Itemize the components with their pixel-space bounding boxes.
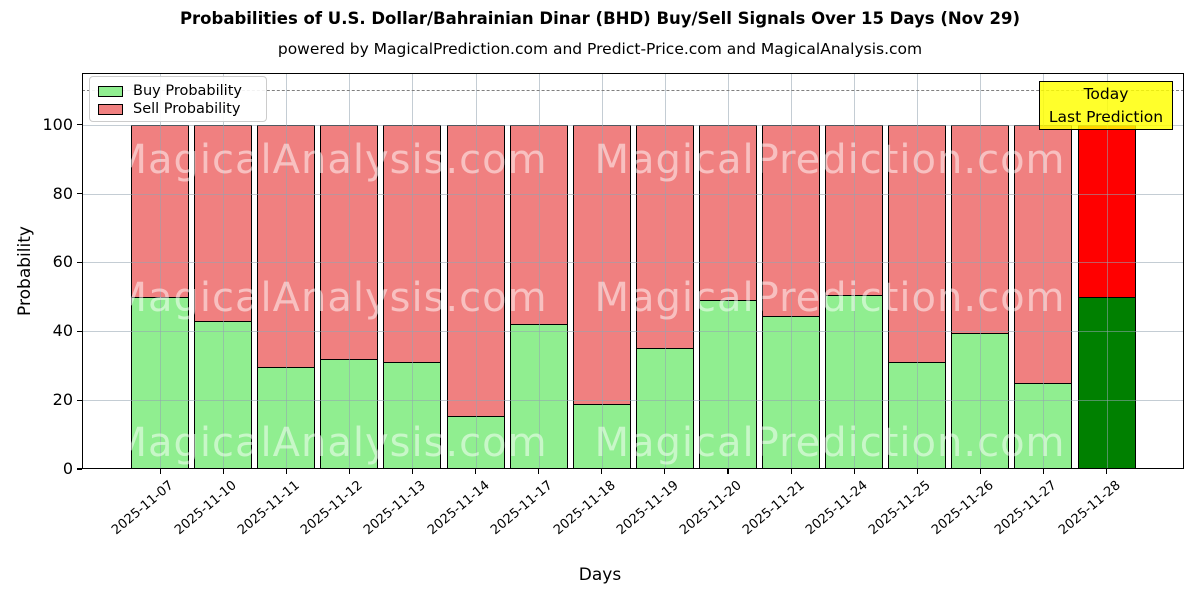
x-tick-mark (475, 469, 477, 474)
x-tick-label: 2025-11-25 (866, 478, 934, 539)
bar-segment-sell-2025-11-12 (320, 124, 379, 360)
bar-segment-sell-2025-11-24 (825, 124, 884, 297)
bar-segment-buy-2025-11-19 (635, 348, 694, 469)
x-tick-label: 2025-11-14 (424, 478, 493, 539)
bar-segment-buy-2025-11-24 (825, 295, 884, 469)
x-tick-mark (348, 469, 350, 474)
legend-sell-label: Sell Probability (133, 101, 241, 117)
bar-segment-buy-2025-11-14 (446, 415, 505, 469)
bar-segment-sell-2025-11-19 (635, 124, 694, 350)
x-tick-label: 2025-11-11 (235, 478, 303, 539)
legend-item-sell: Sell Probability (98, 101, 258, 118)
x-tick-mark (601, 469, 603, 474)
bar-segment-buy-2025-11-28 (1077, 296, 1136, 469)
bar-segment-sell-2025-11-10 (194, 124, 253, 322)
x-tick-label: 2025-11-17 (487, 478, 556, 539)
x-tick-label: 2025-11-12 (298, 478, 366, 539)
today-annotation-box: Today Last Prediction (1039, 81, 1173, 130)
x-tick-mark (790, 469, 792, 474)
x-tick-mark (411, 469, 414, 474)
bar-segment-sell-2025-11-20 (698, 124, 757, 302)
legend-buy-label: Buy Probability (133, 83, 242, 99)
y-tick-label: 100 (42, 114, 73, 134)
bar-segment-sell-2025-11-28 (1077, 124, 1136, 298)
bar-segment-sell-2025-11-21 (762, 124, 820, 317)
y-tick-label: 0 (62, 459, 73, 478)
bar-segment-buy-2025-11-17 (509, 324, 568, 469)
bar-segment-buy-2025-11-12 (320, 358, 379, 469)
bar-segment-buy-2025-11-25 (888, 362, 947, 469)
bar-segment-buy-2025-11-07 (131, 296, 189, 469)
bar-segment-sell-2025-11-18 (572, 124, 631, 405)
bar-segment-buy-2025-11-26 (951, 332, 1010, 469)
bar-segment-buy-2025-11-18 (572, 403, 631, 469)
bar-segment-sell-2025-11-13 (383, 124, 442, 364)
bar-segment-sell-2025-11-26 (951, 124, 1010, 334)
x-axis-title: Days (578, 565, 622, 585)
x-tick-mark (853, 469, 855, 474)
x-tick-label: 2025-11-18 (550, 478, 619, 539)
x-tick-label: 2025-11-19 (613, 478, 682, 539)
legend: Buy Probability Sell Probability (89, 76, 267, 122)
bar-segment-sell-2025-11-17 (509, 124, 568, 326)
bar-segment-sell-2025-11-14 (446, 124, 505, 417)
x-tick-label: 2025-11-28 (1055, 478, 1124, 539)
x-tick-mark (916, 469, 918, 474)
x-tick-mark (159, 469, 161, 474)
sell-swatch-icon (98, 104, 123, 115)
x-tick-mark (285, 469, 287, 474)
bar-segment-sell-2025-11-07 (131, 124, 189, 298)
x-tick-mark (1042, 469, 1045, 474)
bar-segment-sell-2025-11-27 (1014, 124, 1073, 384)
bars-layer (82, 73, 1184, 469)
buy-swatch-icon (98, 86, 123, 97)
x-tick-label: 2025-11-20 (677, 478, 745, 539)
chart-subtitle: powered by MagicalPrediction.com and Pre… (277, 40, 923, 58)
x-tick-mark (979, 469, 981, 474)
bar-segment-sell-2025-11-11 (257, 124, 316, 369)
x-tick-label: 2025-11-10 (172, 478, 240, 539)
x-tick-label: 2025-11-26 (929, 478, 997, 539)
x-tick-label: 2025-11-21 (740, 478, 808, 539)
x-tick-mark (727, 469, 729, 474)
x-tick-label: 2025-11-07 (109, 478, 177, 539)
x-tick-mark (538, 469, 540, 474)
y-axis-title: Probability (15, 226, 35, 316)
bar-segment-buy-2025-11-11 (257, 367, 316, 469)
y-tick-label: 40 (52, 321, 73, 341)
y-tick-label: 80 (52, 183, 73, 203)
chart-title: Probabilities of U.S. Dollar/Bahrainian … (179, 9, 1021, 28)
today-annotation-line2: Last Prediction (1048, 107, 1164, 126)
bar-segment-buy-2025-11-27 (1014, 382, 1073, 469)
bar-segment-sell-2025-11-25 (888, 124, 947, 364)
legend-item-buy: Buy Probability (98, 83, 258, 100)
x-tick-label: 2025-11-13 (361, 478, 430, 539)
x-tick-label: 2025-11-27 (992, 478, 1061, 539)
y-tick-label: 20 (52, 390, 73, 410)
bar-segment-buy-2025-11-13 (383, 362, 442, 469)
x-tick-mark (664, 469, 666, 474)
x-tick-mark (222, 469, 224, 474)
bar-segment-buy-2025-11-20 (698, 300, 757, 469)
bar-segment-buy-2025-11-21 (762, 315, 820, 469)
today-annotation-line1: Today (1083, 85, 1129, 104)
plot-area: MagicalAnalysis.com MagicalPrediction.com… (77, 73, 1184, 474)
x-tick-label: 2025-11-24 (803, 478, 871, 539)
bar-segment-buy-2025-11-10 (194, 320, 253, 469)
x-tick-mark (1106, 469, 1108, 474)
